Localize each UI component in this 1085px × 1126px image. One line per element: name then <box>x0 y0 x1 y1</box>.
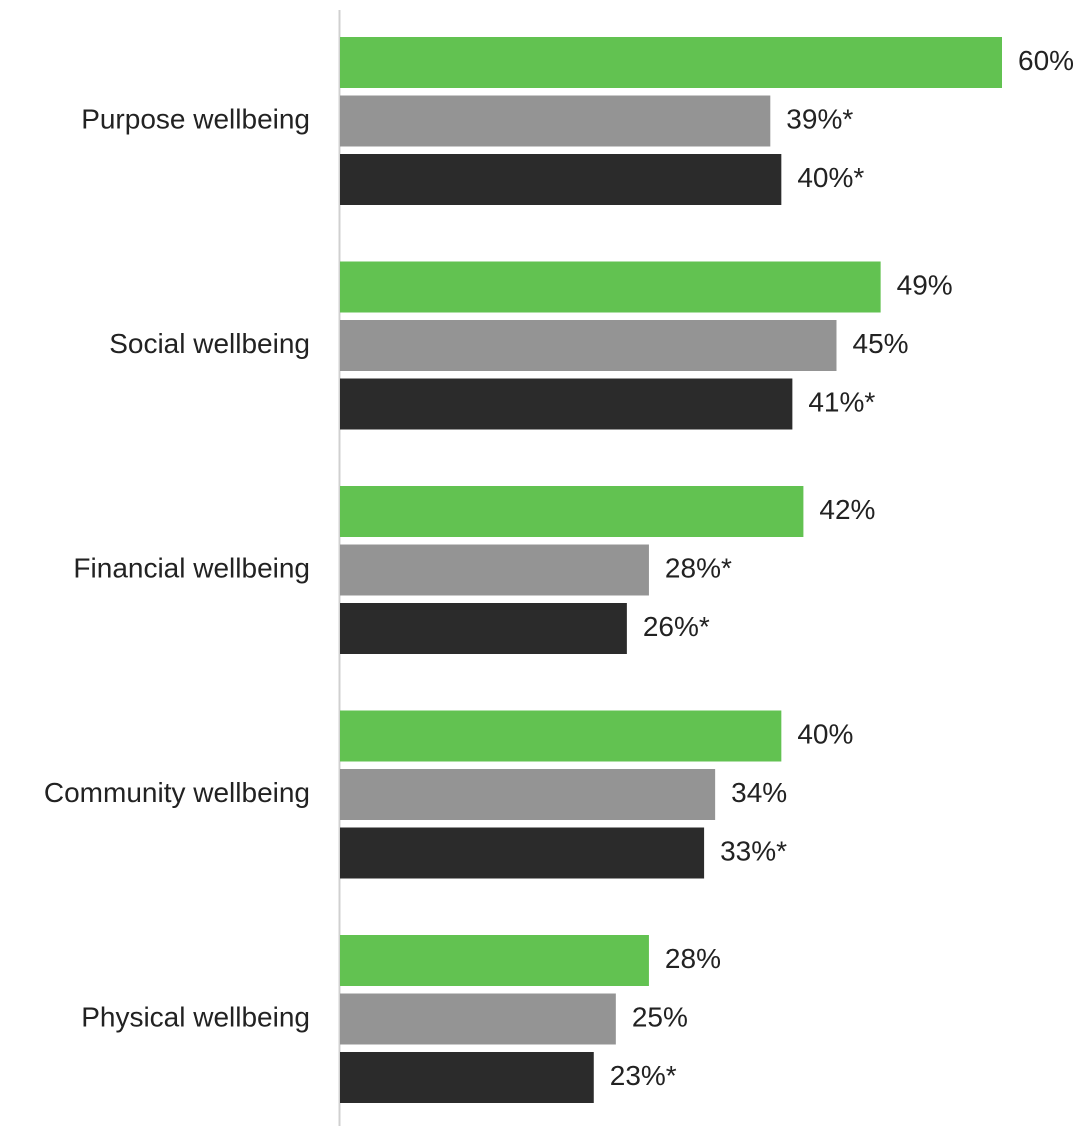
bar <box>340 320 837 371</box>
data-label: 41%* <box>808 386 875 417</box>
data-label: 26%* <box>643 611 710 642</box>
category-label: Community wellbeing <box>44 777 310 808</box>
bar <box>340 37 1002 88</box>
bar <box>340 95 771 147</box>
category-label: Physical wellbeing <box>81 1001 310 1032</box>
category-label: Social wellbeing <box>109 328 310 359</box>
bar <box>340 935 649 986</box>
bar <box>340 544 649 596</box>
bar <box>340 769 716 820</box>
data-label: 40%* <box>797 162 864 193</box>
data-label: 42% <box>819 494 875 525</box>
data-label: 28% <box>665 943 721 974</box>
data-label: 40% <box>797 718 853 749</box>
data-label: 28%* <box>665 552 732 583</box>
category-label: Purpose wellbeing <box>81 103 310 134</box>
bar <box>340 603 627 654</box>
bar <box>340 710 782 762</box>
data-label: 25% <box>632 1001 688 1032</box>
data-label: 33%* <box>720 835 787 866</box>
bar <box>340 486 804 537</box>
data-label: 60% <box>1018 45 1074 76</box>
bar <box>340 378 793 430</box>
bar <box>340 993 616 1045</box>
bar <box>340 1052 594 1103</box>
bar <box>340 154 782 205</box>
bar <box>340 827 705 879</box>
data-label: 45% <box>853 328 909 359</box>
data-label: 34% <box>731 777 787 808</box>
category-label: Financial wellbeing <box>73 552 310 583</box>
bar <box>340 261 881 313</box>
data-label: 49% <box>897 269 953 300</box>
data-label: 23%* <box>610 1060 677 1091</box>
data-label: 39%* <box>786 103 853 134</box>
